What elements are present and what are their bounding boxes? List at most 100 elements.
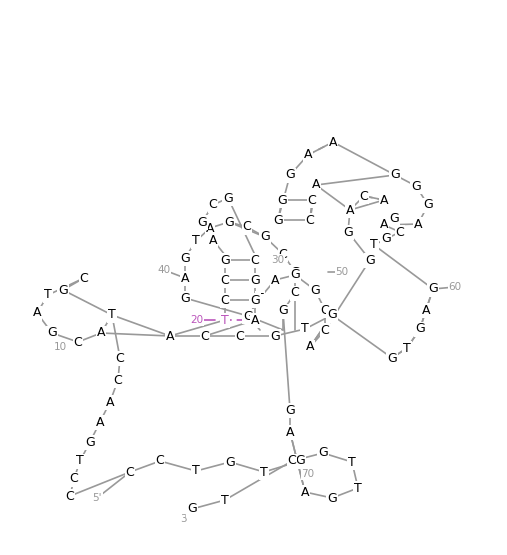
- Text: T: T: [403, 341, 411, 355]
- Text: G: G: [224, 215, 234, 229]
- Text: G: G: [270, 330, 280, 342]
- Text: T: T: [348, 456, 356, 468]
- Text: G: G: [365, 254, 375, 266]
- Text: C: C: [208, 199, 218, 211]
- Text: G: G: [285, 169, 295, 181]
- Text: A: A: [33, 306, 41, 320]
- Text: T: T: [260, 466, 268, 478]
- Text: G: G: [273, 214, 283, 226]
- Text: A: A: [96, 416, 104, 428]
- Text: A: A: [206, 221, 214, 235]
- Text: T: T: [192, 235, 200, 248]
- Text: G: G: [250, 294, 260, 306]
- Text: 60: 60: [448, 282, 461, 292]
- Text: A: A: [312, 179, 320, 191]
- Text: C: C: [221, 274, 229, 286]
- Text: C: C: [320, 324, 330, 336]
- Text: G: G: [343, 225, 353, 239]
- Text: C: C: [74, 336, 82, 349]
- Text: G: G: [327, 492, 337, 504]
- Text: T: T: [221, 314, 229, 326]
- Text: G: G: [278, 305, 288, 317]
- Text: C: C: [221, 294, 229, 306]
- Text: G: G: [180, 291, 190, 305]
- Text: T: T: [76, 455, 84, 467]
- Text: A: A: [181, 271, 189, 285]
- Text: G: G: [390, 169, 400, 181]
- Text: C: C: [395, 225, 405, 239]
- Text: C: C: [156, 455, 164, 467]
- Text: G: G: [423, 199, 433, 211]
- Text: C: C: [308, 194, 316, 206]
- Text: T: T: [370, 239, 378, 251]
- Text: 5': 5': [92, 493, 102, 503]
- Text: C: C: [65, 490, 75, 502]
- Text: G: G: [290, 269, 300, 281]
- Text: A: A: [329, 135, 337, 149]
- Text: G: G: [223, 191, 233, 204]
- Text: A: A: [209, 234, 218, 246]
- Text: G: G: [285, 403, 295, 416]
- Text: G: G: [277, 194, 287, 206]
- Text: T: T: [192, 465, 200, 477]
- Text: C: C: [201, 330, 209, 342]
- Text: C: C: [306, 214, 314, 226]
- Text: C: C: [236, 330, 244, 342]
- Text: G: G: [47, 326, 57, 340]
- Text: C: C: [126, 466, 134, 478]
- Text: C: C: [359, 189, 369, 203]
- Text: G: G: [387, 351, 397, 365]
- Text: A: A: [346, 204, 354, 216]
- Text: G: G: [58, 284, 68, 296]
- Text: 70: 70: [302, 469, 314, 479]
- Text: G: G: [85, 436, 95, 448]
- Text: G: G: [295, 455, 305, 467]
- Text: A: A: [422, 304, 430, 316]
- Text: A: A: [380, 194, 388, 206]
- Text: G: G: [381, 233, 391, 245]
- Text: 10: 10: [53, 342, 66, 352]
- Text: T: T: [108, 309, 116, 321]
- Text: 20: 20: [191, 315, 204, 325]
- Text: G: G: [389, 211, 399, 225]
- Text: G: G: [310, 284, 320, 296]
- Text: A: A: [271, 274, 279, 286]
- Text: G: G: [243, 310, 253, 322]
- Text: C: C: [243, 220, 251, 234]
- Text: T: T: [256, 291, 264, 305]
- Text: C: C: [69, 472, 79, 486]
- Text: G: G: [197, 215, 207, 229]
- Text: T: T: [221, 493, 229, 507]
- Text: T: T: [44, 289, 52, 301]
- Text: C: C: [320, 304, 330, 316]
- Text: C: C: [279, 248, 287, 260]
- Text: C: C: [116, 351, 124, 365]
- Text: C: C: [250, 254, 260, 266]
- Text: A: A: [166, 330, 174, 342]
- Text: C: C: [80, 271, 88, 285]
- Text: 50: 50: [336, 267, 349, 277]
- Text: A: A: [286, 426, 294, 438]
- Text: 40: 40: [158, 265, 170, 275]
- Text: G: G: [220, 254, 230, 266]
- Text: G: G: [318, 447, 328, 460]
- Text: G: G: [187, 502, 197, 516]
- Text: T: T: [301, 322, 309, 336]
- Text: C: C: [287, 455, 297, 467]
- Text: G: G: [290, 265, 300, 279]
- Text: A: A: [97, 326, 105, 340]
- Text: G: G: [415, 322, 425, 336]
- Text: A: A: [301, 486, 309, 498]
- Text: A: A: [106, 396, 114, 408]
- Text: G: G: [225, 456, 235, 468]
- Text: 30: 30: [271, 255, 284, 265]
- Text: G: G: [250, 274, 260, 286]
- Text: A: A: [380, 219, 388, 231]
- Text: C: C: [291, 286, 299, 300]
- Text: 3': 3': [180, 514, 190, 524]
- Text: A: A: [306, 341, 314, 354]
- Text: C: C: [114, 374, 122, 386]
- Text: G: G: [428, 282, 438, 295]
- Text: G: G: [411, 179, 421, 193]
- Text: G: G: [327, 309, 337, 321]
